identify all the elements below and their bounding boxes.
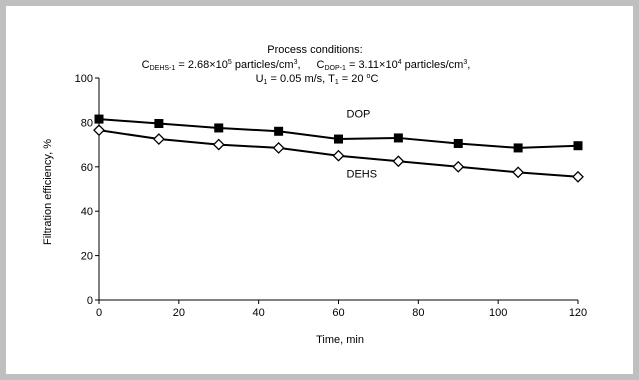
t-value: = 20	[339, 73, 367, 85]
data-point-dop	[334, 134, 343, 144]
series-layer: DOP DEHS	[93, 109, 584, 183]
chart-frame: Process conditions: CDEHS-1 = 2.68×105 p…	[6, 6, 633, 374]
data-point-dop	[154, 119, 164, 129]
x-axis-label: Time, min	[316, 334, 364, 346]
conditions-line-1: CDEHS-1 = 2.68×105 particles/cm3, CDOP-1 …	[142, 59, 471, 72]
y-tick-label: 20	[81, 251, 93, 263]
u-subscript: 1	[264, 79, 268, 86]
data-point-dehs	[572, 170, 584, 183]
data-point-dehs	[512, 166, 525, 179]
y-tick-label: 40	[81, 206, 93, 218]
x-tick-label: 60	[332, 307, 344, 319]
series-line-dop	[98, 118, 579, 149]
data-point-dehs	[152, 133, 165, 145]
c-dehs-value: = 2.68×10	[175, 59, 228, 71]
u-value: = 0.05 m/s, T	[267, 73, 335, 85]
c-dop-subscript: DOP-1	[325, 65, 347, 72]
series-label-dop: DOP	[347, 109, 371, 121]
chart-svg: Process conditions: CDEHS-1 = 2.68×105 p…	[42, 44, 588, 346]
c-dehs-tail: ,	[297, 59, 300, 71]
y-axis-label: Filtration efficiency, %	[42, 139, 54, 245]
data-point-dop	[573, 141, 583, 151]
data-point-dehs	[212, 138, 225, 151]
conditions-line-2: U1 = 0.05 m/s, T1 = 20 oC	[256, 73, 379, 86]
data-point-dop	[513, 143, 523, 153]
y-tick-label: 100	[75, 73, 93, 85]
data-point-dop	[214, 123, 224, 133]
y-tick-label: 60	[81, 162, 93, 174]
y-tick-label: 0	[87, 295, 93, 307]
chart-title: Process conditions:	[267, 44, 362, 56]
x-tick-label: 100	[489, 307, 507, 319]
c-dop-symbol: C	[317, 59, 325, 71]
x-tick-label: 40	[253, 307, 265, 319]
c-dehs-unit-exponent: 3	[294, 59, 298, 66]
data-point-dop	[274, 126, 284, 136]
x-tick-label: 20	[173, 307, 185, 319]
data-point-dehs	[452, 160, 465, 173]
c-dop-unit: particles/cm	[402, 59, 464, 71]
x-tick-label: 0	[96, 307, 102, 319]
c-dehs-unit: particles/cm	[232, 59, 294, 71]
c-dehs-symbol: C	[142, 59, 150, 71]
t-unit: C	[370, 73, 378, 85]
x-tick-label: 80	[412, 307, 424, 319]
series-label-dehs: DEHS	[347, 168, 378, 180]
axes: 0 20 40 60 80 100 0 20 40 60 80 100 120	[75, 73, 588, 319]
data-point-dop	[94, 114, 104, 124]
x-tick-label: 120	[569, 307, 587, 319]
data-point-dehs	[392, 155, 405, 168]
data-point-dop	[393, 133, 403, 143]
c-dop-unit-exponent: 3	[463, 59, 467, 66]
data-point-dehs	[332, 149, 345, 162]
data-point-dehs	[272, 142, 285, 154]
data-point-dehs	[93, 124, 105, 137]
c-dehs-subscript: DEHS-1	[150, 65, 176, 72]
t-subscript: 1	[335, 79, 339, 86]
u-symbol: U	[256, 73, 264, 85]
t-degree: o	[367, 73, 371, 80]
y-tick-label: 80	[81, 117, 93, 129]
c-dop-exponent: 4	[398, 59, 402, 66]
data-point-dop	[453, 138, 463, 148]
c-dehs-exponent: 5	[228, 59, 232, 66]
c-dop-value: = 3.11×10	[346, 59, 398, 71]
c-dop-tail: ,	[467, 59, 470, 71]
